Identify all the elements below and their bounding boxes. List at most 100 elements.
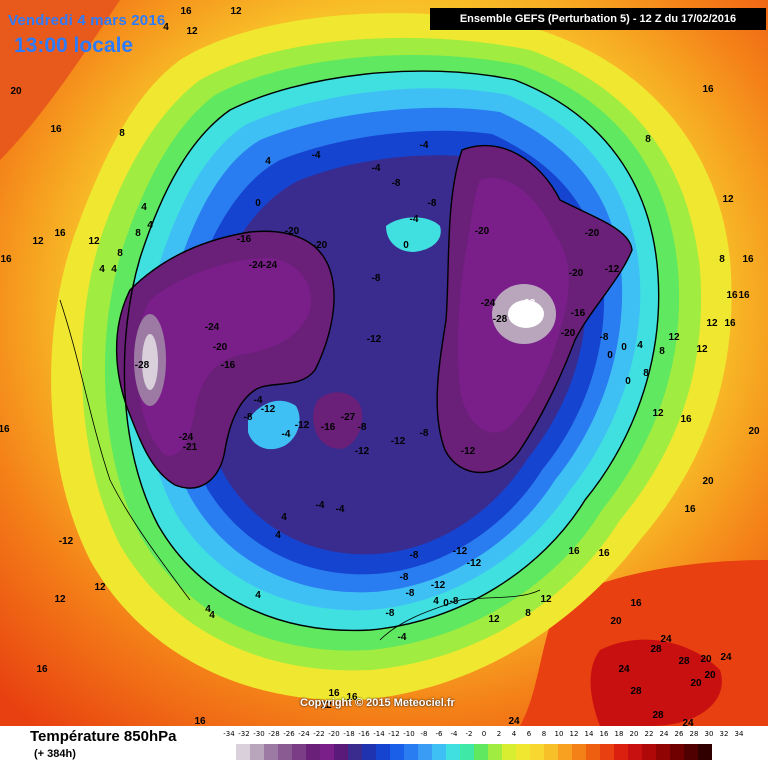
contour-value-label: 20 xyxy=(610,616,622,627)
contour-value-label: -20 xyxy=(213,342,228,353)
legend-label: -8 xyxy=(420,730,428,738)
contour-value-label: -20 xyxy=(475,226,490,237)
contour-value-label: -4 xyxy=(336,504,345,515)
contour-value-label: -20 xyxy=(285,226,300,237)
contour-value-label: -12 xyxy=(355,446,370,457)
contour-value-label: 16 xyxy=(180,6,192,17)
contour-value-label: 4 xyxy=(209,610,215,621)
legend-label: 28 xyxy=(689,730,699,738)
legend-label: 10 xyxy=(554,730,564,738)
contour-value-label: -32 xyxy=(521,298,536,309)
contour-value-label: -4 xyxy=(316,500,325,511)
contour-value-label: 20 xyxy=(700,654,712,665)
legend-label: 4 xyxy=(511,730,517,738)
west-warm-region xyxy=(0,0,120,160)
contour-value-label: -12 xyxy=(295,420,310,431)
contour-value-label: -24 xyxy=(249,260,264,271)
legend-color-cell xyxy=(670,744,684,760)
very-hot-region xyxy=(590,639,722,726)
contour-value-label: 4 xyxy=(111,264,117,275)
contour-value-label: 16 xyxy=(630,598,642,609)
legend-color-cell xyxy=(222,744,236,760)
contour-value-label: 12 xyxy=(722,194,734,205)
legend-color-cell xyxy=(236,744,250,760)
legend-label: 24 xyxy=(659,730,669,738)
contour-value-label: 0 xyxy=(607,350,613,361)
legend-color-cell xyxy=(306,744,320,760)
contour-value-label: 0 xyxy=(625,376,631,387)
contour-value-label: -20 xyxy=(569,268,584,279)
contour-value-label: 8 xyxy=(719,254,725,265)
legend-label: -26 xyxy=(283,730,295,738)
legend-label: -34 xyxy=(223,730,235,738)
legend-color-cell xyxy=(586,744,600,760)
contour-value-label: -8 xyxy=(400,572,409,583)
legend-label: -2 xyxy=(465,730,473,738)
legend-label: -12 xyxy=(388,730,400,738)
contour-value-label: 12 xyxy=(88,236,100,247)
contour-value-label: 28 xyxy=(678,656,690,667)
contour-value-label: 16 xyxy=(568,546,580,557)
legend-labels: -34 -32 -30 -28 -26 -24 -22 -20 -18 -16 -14 -12 -10-… xyxy=(222,730,752,742)
legend-label: -6 xyxy=(435,730,443,738)
contour-value-label: 4 xyxy=(205,604,211,615)
contour-labels: -32 -24 -28 -20 -20 -20 -16 -20 -12 -8 -16 -20 -20 -2… xyxy=(0,6,760,726)
contour-value-label: 12 xyxy=(186,26,198,37)
legend-color-cell xyxy=(600,744,614,760)
legend-color-cell xyxy=(320,744,334,760)
contour-value-label: -16 xyxy=(221,360,236,371)
contour-value-label: -24 xyxy=(263,260,278,271)
contour-value-label: 8 xyxy=(135,228,141,239)
legend-label: -10 xyxy=(403,730,415,738)
contour-value-label: 16 xyxy=(328,688,340,699)
cold-core-west-inner xyxy=(142,334,158,390)
contour-value-label: -28 xyxy=(493,314,508,325)
forecast-lead-time: (+ 384h) xyxy=(34,748,76,760)
contour-value-label: 24 xyxy=(618,664,630,675)
contour-value-label: 4 xyxy=(275,530,281,541)
contour-value-label: -24 xyxy=(179,432,194,443)
legend-label: -28 xyxy=(268,730,280,738)
contour-value-label: 0 xyxy=(443,598,449,609)
color-scale-legend: -34 -32 -30 -28 -26 -24 -22 -20 -18 -16 -14 -12 -10-… xyxy=(222,730,752,760)
contour-value-label: 12 xyxy=(652,408,664,419)
contour-value-label: -4 xyxy=(372,163,381,174)
legend-label: 20 xyxy=(629,730,639,738)
contour-value-label: 8 xyxy=(119,128,125,139)
legend-label: -20 xyxy=(328,730,340,738)
contour-value-label: 4 xyxy=(433,596,439,607)
legend-label: -30 xyxy=(253,730,265,738)
legend-label: -18 xyxy=(343,730,355,738)
legend-label: -22 xyxy=(313,730,325,738)
legend-color-cell xyxy=(446,744,460,760)
legend-color-cell xyxy=(614,744,628,760)
legend-color-cell xyxy=(376,744,390,760)
legend-label: -24 xyxy=(298,730,310,738)
contour-minus-twenty-west xyxy=(115,230,335,489)
legend-color-cell xyxy=(642,744,656,760)
legend-color-cell xyxy=(390,744,404,760)
parameter-title: Température 850hPa xyxy=(30,728,177,745)
contour-value-label: 28 xyxy=(652,710,664,721)
contour-value-label: -12 xyxy=(261,404,276,415)
contour-value-label: 16 xyxy=(680,414,692,425)
legend-color-cell xyxy=(264,744,278,760)
contour-value-label: -4 xyxy=(420,140,429,151)
contour-value-label: 20 xyxy=(690,678,702,689)
legend-label: 16 xyxy=(599,730,609,738)
legend-color-cell xyxy=(684,744,698,760)
legend-color-cell xyxy=(474,744,488,760)
legend-label: -14 xyxy=(373,730,385,738)
legend-color-cell xyxy=(250,744,264,760)
contour-value-label: -28 xyxy=(135,360,150,371)
legend-label: 34 xyxy=(734,730,744,738)
contour-value-label: 28 xyxy=(630,686,642,697)
legend-label: 18 xyxy=(614,730,624,738)
contour-value-label: 12 xyxy=(706,318,718,329)
legend-label: -16 xyxy=(358,730,370,738)
coastline-america xyxy=(59,299,191,601)
contour-value-label: 12 xyxy=(54,594,66,605)
contour-value-label: -8 xyxy=(406,588,415,599)
contour-value-label: 12 xyxy=(320,700,332,711)
